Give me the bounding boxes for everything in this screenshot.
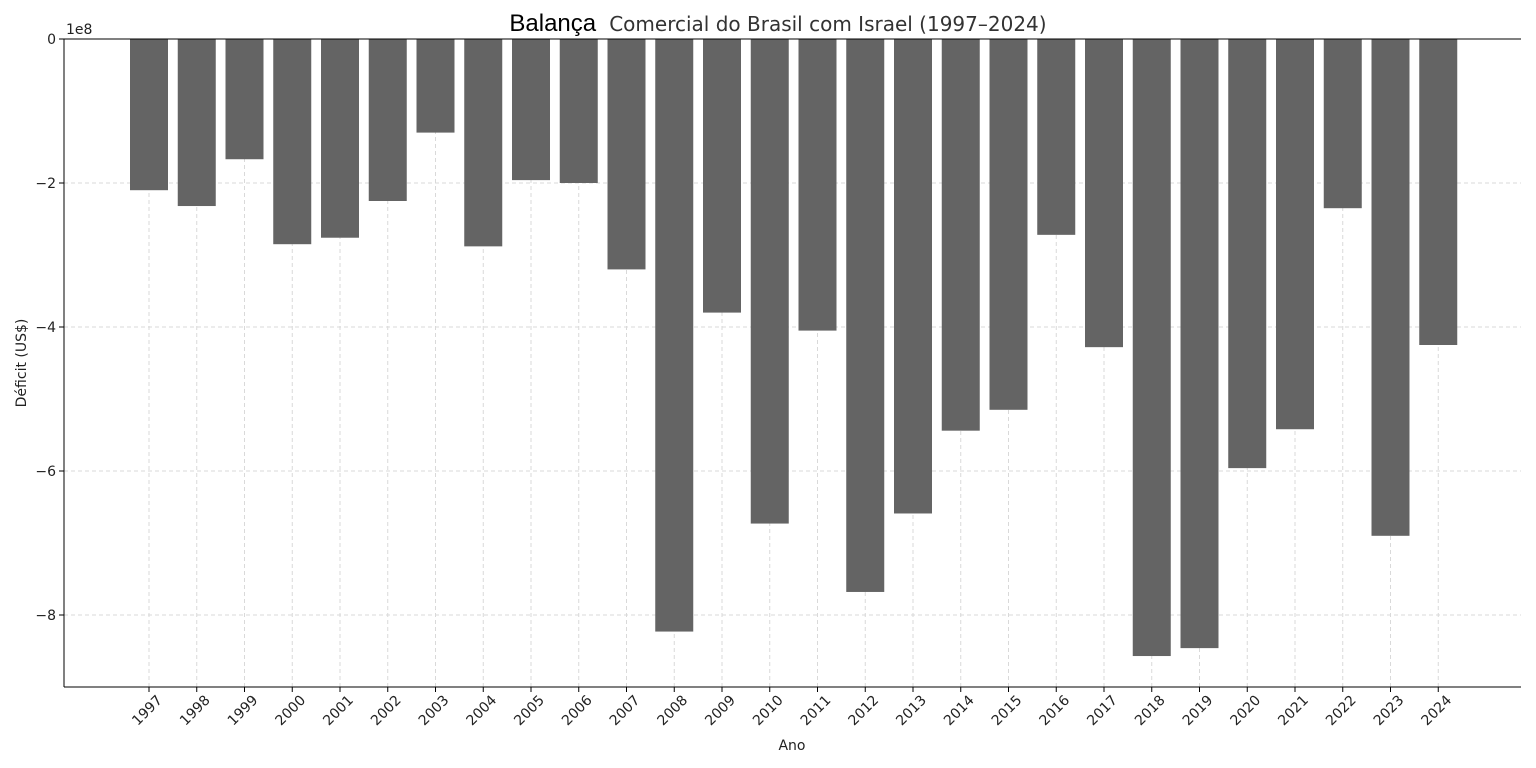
x-tick-label-2006: 2006 <box>559 692 596 729</box>
chart-title: Balança Comercial do Brasil com Israel (… <box>509 10 1046 37</box>
x-tick-label-2016: 2016 <box>1037 692 1074 729</box>
bar-1999 <box>225 39 264 160</box>
bar-2004 <box>464 39 503 247</box>
x-tick-label-1997: 1997 <box>129 693 166 730</box>
x-ticks: 1997 1998 1999 2000 2001 2002 2003 2004 2005 2006… <box>129 687 1455 729</box>
x-tick-label-2013: 2013 <box>893 693 930 730</box>
chart-title-main: Balança <box>509 10 596 37</box>
bar-2023 <box>1371 39 1410 536</box>
bar-2000 <box>273 39 312 245</box>
x-tick-label-2008: 2008 <box>655 693 692 730</box>
bar-2014 <box>941 39 980 431</box>
bar-2013 <box>894 39 932 514</box>
x-tick-label-2010: 2010 <box>750 693 787 730</box>
x-tick-label-2022: 2022 <box>1323 693 1360 730</box>
bar-2012 <box>846 39 885 592</box>
bar-2001 <box>321 39 359 238</box>
bar-2011 <box>798 39 837 331</box>
x-tick-label-2004: 2004 <box>464 692 501 729</box>
x-tick-label-2009: 2009 <box>702 693 739 730</box>
x-tick-label-2000: 2000 <box>273 693 310 730</box>
bar-1997 <box>130 39 168 191</box>
bar-1998 <box>177 39 216 207</box>
x-tick-label-1998: 1998 <box>177 693 214 730</box>
x-tick-label-2020: 2020 <box>1228 693 1265 730</box>
bar-2022 <box>1323 39 1362 209</box>
bar-2015 <box>989 39 1028 410</box>
x-tick-label-2007: 2007 <box>607 693 644 730</box>
x-tick-label-2012: 2012 <box>846 693 883 730</box>
bar-2003 <box>416 39 455 133</box>
x-tick-label-1999: 1999 <box>225 693 262 730</box>
x-tick-label-2001: 2001 <box>320 693 357 730</box>
y-multiplier-label: 1e8 <box>66 22 92 38</box>
bars-layer <box>130 39 1458 657</box>
x-tick-label-2003: 2003 <box>416 693 453 730</box>
x-tick-label-2019: 2019 <box>1180 693 1217 730</box>
y-ticks: 0 −2 −4 −6 −8 <box>35 32 64 624</box>
bar-2019 <box>1180 39 1219 649</box>
x-tick-label-2015: 2015 <box>989 693 1026 730</box>
bar-2010 <box>750 39 789 524</box>
y-tick-label: −6 <box>35 464 56 480</box>
bar-2006 <box>559 39 598 183</box>
x-axis-label: Ano <box>778 738 805 754</box>
chart-title-rest: Comercial do Brasil com Israel (1997–202… <box>609 12 1046 36</box>
x-tick-label-2018: 2018 <box>1132 693 1169 730</box>
x-tick-label-2014: 2014 <box>941 692 978 729</box>
y-tick-label: −2 <box>35 176 56 192</box>
x-tick-label-2005: 2005 <box>511 693 548 730</box>
y-tick-label: −4 <box>35 320 56 336</box>
x-tick-label-2011: 2011 <box>798 693 835 730</box>
bar-2020 <box>1228 39 1267 469</box>
x-tick-label-2021: 2021 <box>1275 693 1312 730</box>
bar-2017 <box>1085 39 1123 348</box>
axes-layer <box>63 38 1521 688</box>
y-tick-label: 0 <box>47 32 56 48</box>
x-tick-label-2024: 2024 <box>1419 692 1456 729</box>
bar-2024 <box>1419 39 1458 345</box>
x-tick-label-2002: 2002 <box>368 693 405 730</box>
y-tick-label: −8 <box>35 608 56 624</box>
x-tick-label-2017: 2017 <box>1084 693 1121 730</box>
bar-2002 <box>368 39 407 201</box>
bar-2008 <box>655 39 694 632</box>
bar-2009 <box>703 39 741 313</box>
bar-2016 <box>1037 39 1076 235</box>
bar-2021 <box>1276 39 1314 430</box>
y-axis-label: Déficit (US$) <box>14 319 30 408</box>
bar-2007 <box>607 39 646 270</box>
x-tick-label-2023: 2023 <box>1371 693 1408 730</box>
bar-2018 <box>1132 39 1171 657</box>
bar-2005 <box>512 39 550 181</box>
